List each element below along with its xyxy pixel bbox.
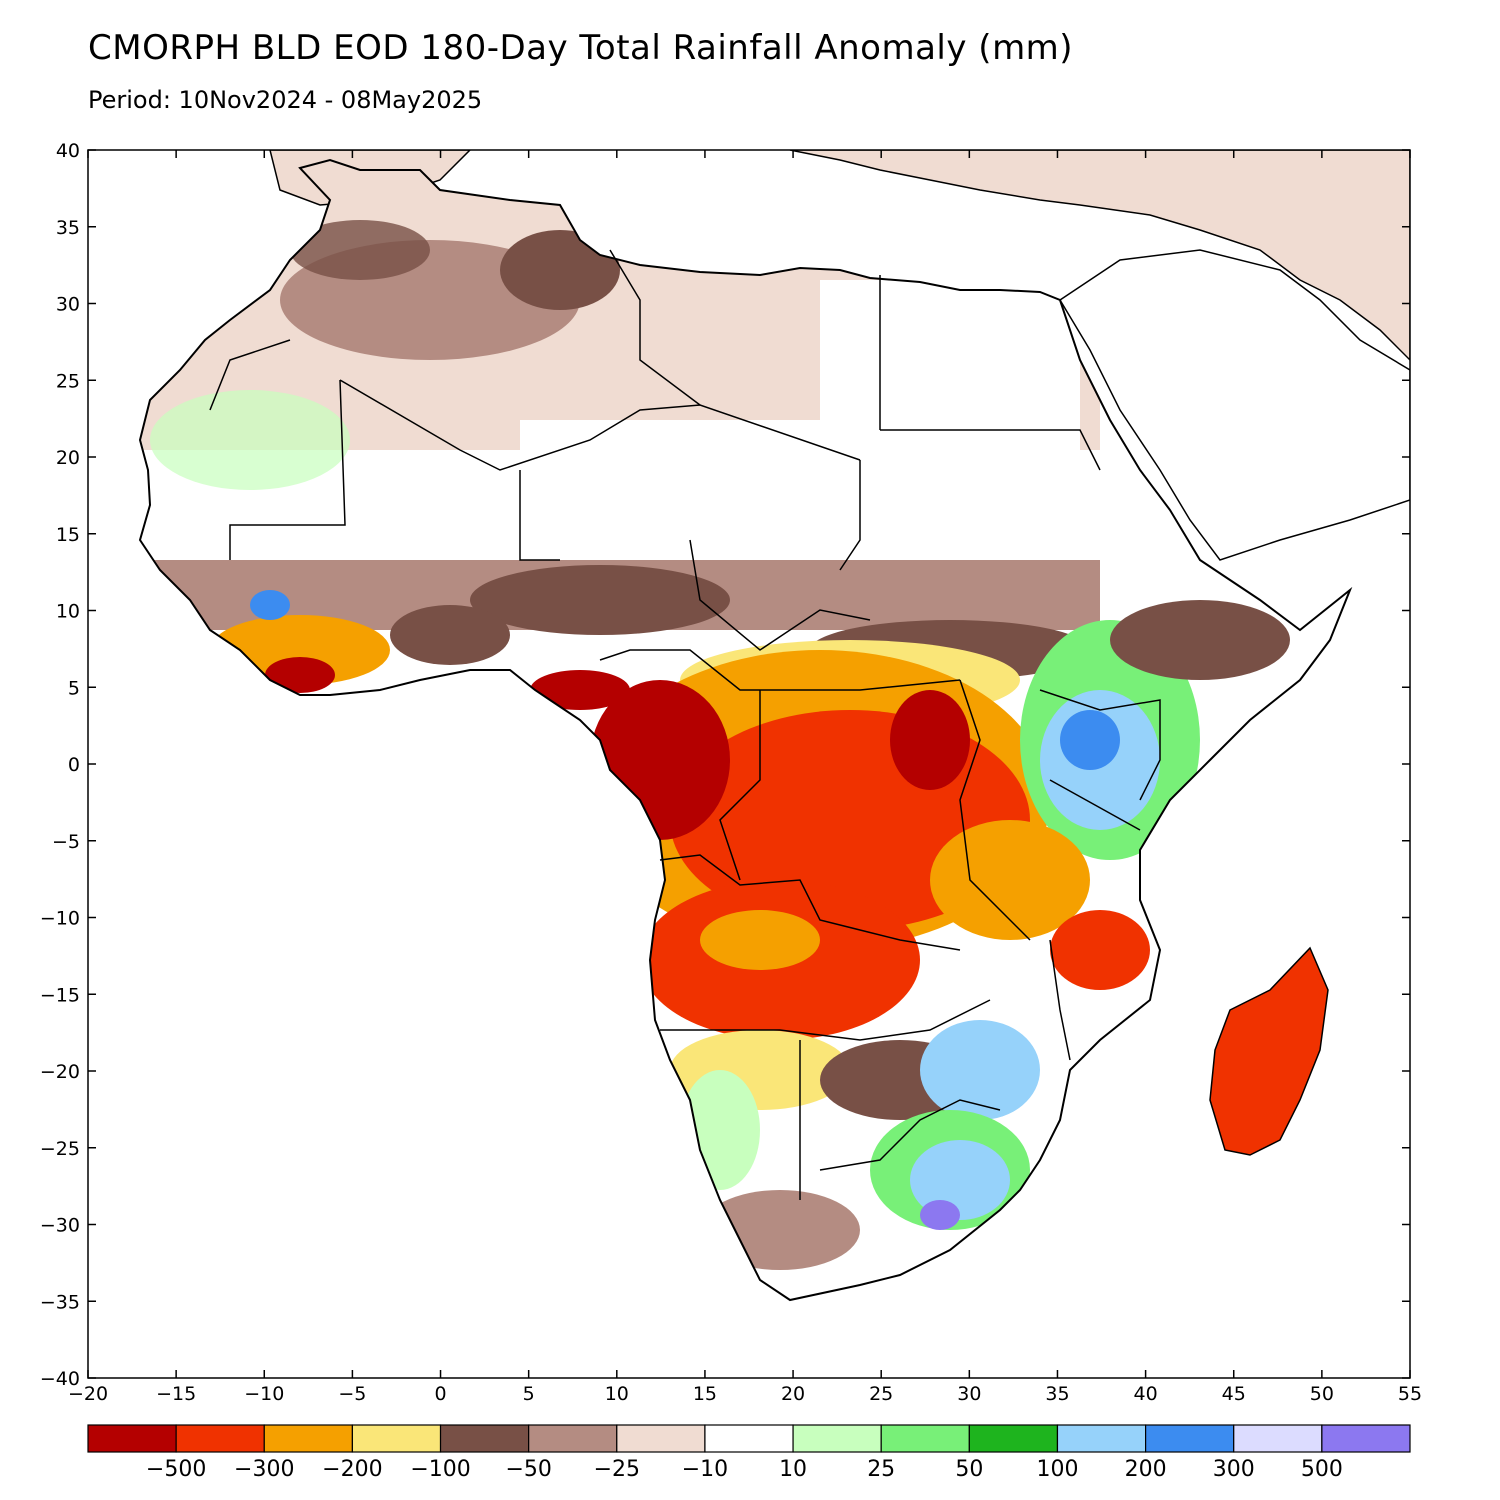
- colorbar-swatch: [351, 1424, 442, 1453]
- colorbar-label: −300: [234, 1457, 294, 1482]
- colorbar-label: −200: [322, 1457, 382, 1482]
- lat-tick-label: −20: [40, 1061, 80, 1083]
- lat-tick-label: 30: [56, 294, 80, 316]
- colorbar-label: 300: [1213, 1457, 1255, 1482]
- colorbar-swatch: [1144, 1424, 1235, 1453]
- lat-tick-label: −15: [40, 984, 80, 1006]
- colorbar-swatch: [616, 1424, 706, 1453]
- colorbar-swatch: [439, 1424, 530, 1453]
- lat-tick-label: 25: [56, 370, 80, 392]
- axes: −20 −15 −10 −5 0 5 10 15 20 25 30 35 40 45 50 554035302…: [40, 140, 1422, 1405]
- lat-tick-label: 15: [56, 524, 80, 546]
- lat-tick-label: −35: [40, 1291, 80, 1313]
- lon-tick-label: 45: [1222, 1383, 1246, 1405]
- colorbar-swatch: [528, 1424, 618, 1453]
- colorbar-label: −10: [682, 1457, 728, 1482]
- colorbar-swatch: [880, 1424, 970, 1453]
- lat-tick-label: −10: [40, 908, 80, 930]
- lat-tick-label: −40: [40, 1368, 80, 1390]
- lat-tick-label: 35: [56, 217, 80, 239]
- colorbar-label: 200: [1125, 1457, 1167, 1482]
- lon-tick-label: 5: [523, 1383, 535, 1405]
- lat-tick-label: −25: [40, 1138, 80, 1160]
- colorbar-label: 25: [867, 1457, 895, 1482]
- colorbar-swatch: [1321, 1424, 1411, 1453]
- colorbar-swatch: [704, 1424, 794, 1453]
- lon-tick-label: 15: [693, 1383, 717, 1405]
- lon-tick-label: −10: [244, 1383, 284, 1405]
- lon-tick-label: −20: [68, 1383, 108, 1405]
- lon-tick-label: −5: [338, 1383, 366, 1405]
- lon-tick-label: 0: [434, 1383, 446, 1405]
- colorbar-label: −25: [594, 1457, 640, 1482]
- lat-tick-label: −5: [52, 831, 80, 853]
- lon-tick-label: 30: [957, 1383, 981, 1405]
- lat-tick-label: 40: [56, 140, 80, 162]
- colorbar-label: −500: [146, 1457, 206, 1482]
- colorbar-swatch: [968, 1424, 1059, 1453]
- colorbar-label: 10: [779, 1457, 807, 1482]
- lon-tick-label: 35: [1045, 1383, 1069, 1405]
- map-title: CMORPH BLD EOD 180-Day Total Rainfall An…: [88, 28, 1074, 68]
- lon-tick-label: 25: [869, 1383, 893, 1405]
- colorbar-swatch: [1233, 1424, 1323, 1453]
- colorbar-label: 50: [955, 1457, 983, 1482]
- colorbar-swatch: [792, 1424, 882, 1453]
- lon-tick-label: 20: [781, 1383, 805, 1405]
- colorbar-label: −50: [505, 1457, 551, 1482]
- lon-tick-label: 50: [1310, 1383, 1334, 1405]
- colorbar-swatch: [1056, 1424, 1147, 1453]
- lon-tick-label: 10: [605, 1383, 629, 1405]
- colorbar-swatch: [263, 1424, 353, 1453]
- lat-tick-label: 20: [56, 447, 80, 469]
- colorbar-label: −100: [410, 1457, 470, 1482]
- lon-tick-label: −15: [156, 1383, 196, 1405]
- lat-tick-label: −30: [40, 1215, 80, 1237]
- colorbar-swatch: [175, 1424, 265, 1453]
- lat-tick-label: 0: [68, 754, 80, 776]
- colorbar-label: 100: [1036, 1457, 1078, 1482]
- arabian-peninsula: [1058, 249, 1410, 561]
- lat-tick-label: 5: [68, 677, 80, 699]
- country-borders: [209, 249, 1161, 1200]
- land-layer: [139, 150, 1410, 1301]
- colorbar-swatch: [87, 1424, 177, 1453]
- madagascar-landmass: [1209, 946, 1329, 1156]
- lon-tick-label: 55: [1398, 1383, 1422, 1405]
- map-period: Period: 10Nov2024 - 08May2025: [88, 86, 483, 114]
- colorbar: −500 −300 −200 −100 −50 −25 −10 10 25 50 100 200 300…: [87, 1424, 1411, 1482]
- colorbar-label: 500: [1301, 1457, 1343, 1482]
- southern-europe-landmass: [789, 150, 1410, 362]
- lat-tick-label: 10: [56, 601, 80, 623]
- lon-tick-label: 40: [1134, 1383, 1158, 1405]
